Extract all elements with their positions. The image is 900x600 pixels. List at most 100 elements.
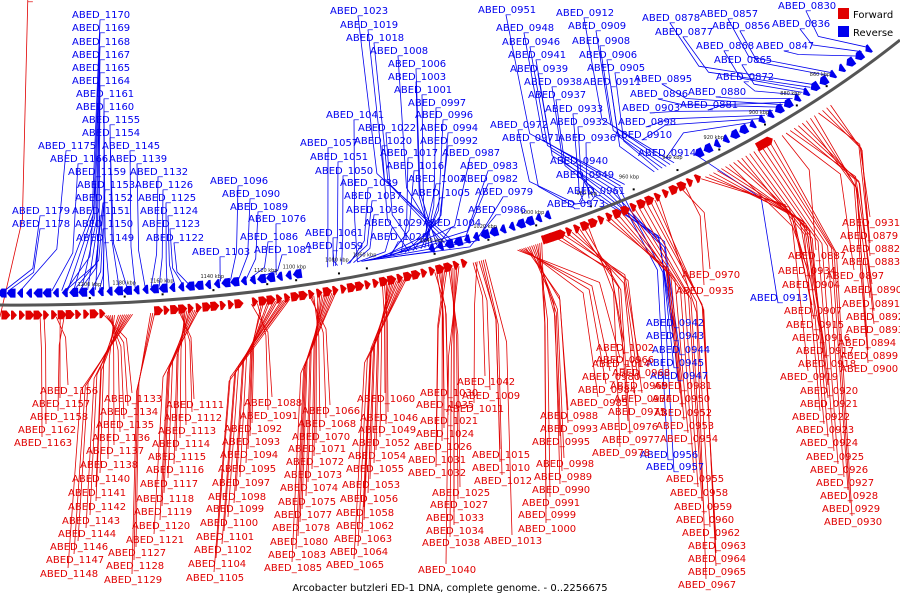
gene-label: ABED_1090 [222, 189, 280, 200]
leader-line [61, 19, 101, 291]
leader-line [567, 233, 639, 381]
gene-label: ABED_0925 [806, 452, 864, 463]
gene-label: ABED_1038 [422, 538, 480, 549]
gene-label: ABED_0872 [716, 72, 774, 83]
gene-label: ABED_1009 [462, 391, 520, 402]
leader-line [39, 316, 43, 438]
reverse-gene-arrow [739, 123, 750, 135]
forward-gene-arrow [653, 192, 661, 202]
gene-label: ABED_0939 [510, 64, 568, 75]
forward-gene-arrow [579, 221, 590, 232]
forward-gene-arrow [307, 289, 315, 299]
gene-label: ABED_0910 [614, 130, 672, 141]
tick-mark [295, 279, 298, 282]
gene-label: ABED_0966 [596, 355, 654, 366]
gene-label: ABED_0911 [583, 77, 641, 88]
leader-line [527, 246, 569, 424]
leader-line [91, 228, 104, 291]
forward-gene-arrow [33, 310, 43, 320]
leader-line [167, 215, 176, 286]
leader-line [415, 81, 434, 247]
gene-label: ABED_1046 [360, 413, 418, 424]
reverse-gene-arrow [149, 284, 159, 294]
leader-line [453, 267, 456, 526]
gene-label: ABED_0942 [646, 318, 704, 329]
gene-label: ABED_0836 [772, 19, 830, 30]
forward-gene-arrow [153, 306, 164, 316]
gene-label: ABED_1136 [92, 433, 150, 444]
leader-line [95, 314, 123, 502]
leader-line [385, 132, 418, 250]
gene-label: ABED_0923 [796, 425, 854, 436]
gene-label: ABED_0973 [547, 199, 605, 210]
forward-gene-arrow [65, 310, 75, 320]
leader-line [99, 314, 119, 474]
leader-line [761, 146, 845, 478]
gene-label: ABED_1024 [416, 429, 474, 440]
leader-line [523, 32, 621, 187]
tick-label: 1060 kbp [353, 253, 377, 259]
gene-label: ABED_1160 [76, 102, 134, 113]
map-caption: Arcobacter butzleri ED-1 DNA, complete g… [292, 583, 607, 594]
leader-line [251, 303, 273, 398]
forward-gene-arrow [89, 309, 99, 319]
reverse-gene-arrow [194, 280, 204, 290]
gene-label: ABED_0927 [816, 478, 874, 489]
leader-line [445, 266, 460, 565]
forward-gene-arrow [322, 287, 333, 297]
gene-label: ABED_1042 [457, 377, 515, 388]
leader-line [313, 294, 321, 457]
gene-label: ABED_1052 [352, 438, 410, 449]
forward-gene-arrow [354, 281, 365, 292]
leader-line [347, 200, 373, 265]
gene-label: ABED_1049 [358, 425, 416, 436]
forward-gene-arrow [754, 136, 773, 152]
gene-label: ABED_0941 [508, 50, 566, 61]
leader-line [521, 248, 607, 385]
forward-gene-arrow [275, 294, 283, 304]
forward-gene-arrow [346, 282, 357, 293]
gene-label: ABED_1075 [278, 497, 336, 508]
gene-label: ABED_1031 [408, 455, 466, 466]
leader-line [420, 119, 444, 249]
gene-label: ABED_0980 [582, 372, 640, 383]
leader-line [575, 230, 637, 407]
reverse-gene-arrow [749, 119, 757, 129]
leader-line [583, 17, 675, 164]
gene-label: ABED_0880 [688, 87, 746, 98]
reverse-gene-arrow [855, 49, 866, 61]
gene-label: ABED_0934 [778, 266, 836, 277]
leader-line [109, 137, 128, 289]
leader-line [783, 50, 856, 57]
leader-line [551, 86, 606, 193]
gene-label: ABED_0915 [786, 320, 844, 331]
leader-line [179, 310, 186, 439]
gene-label: ABED_1154 [82, 128, 140, 139]
gene-label: ABED_1011 [446, 404, 504, 415]
leader-line [707, 101, 787, 111]
reverse-gene-arrow [42, 288, 52, 298]
tick-mark [88, 296, 91, 299]
gene-label: ABED_0994 [420, 123, 478, 134]
leader-line [165, 202, 168, 287]
leader-line [484, 259, 513, 536]
leader-line [529, 246, 561, 437]
gene-label: ABED_1093 [222, 437, 280, 448]
gene-label: ABED_1056 [340, 494, 398, 505]
leader-line [713, 172, 815, 320]
forward-gene-arrow [163, 305, 170, 315]
gene-label: ABED_1137 [86, 446, 144, 457]
gene-label: ABED_1053 [342, 480, 400, 491]
gene-label: ABED_1063 [334, 534, 392, 545]
gene-label: ABED_1166 [50, 154, 108, 165]
gene-label: ABED_1002 [596, 343, 654, 354]
gene-label: ABED_0968 [612, 368, 670, 379]
leader-line [805, 120, 867, 338]
gene-label: ABED_0830 [778, 1, 836, 12]
gene-label: ABED_1094 [220, 450, 278, 461]
forward-gene-arrow [693, 174, 701, 184]
gene-label: ABED_1058 [336, 508, 394, 519]
leader-line [412, 132, 449, 251]
reverse-gene-arrow [535, 213, 543, 223]
leader-line [55, 316, 69, 386]
